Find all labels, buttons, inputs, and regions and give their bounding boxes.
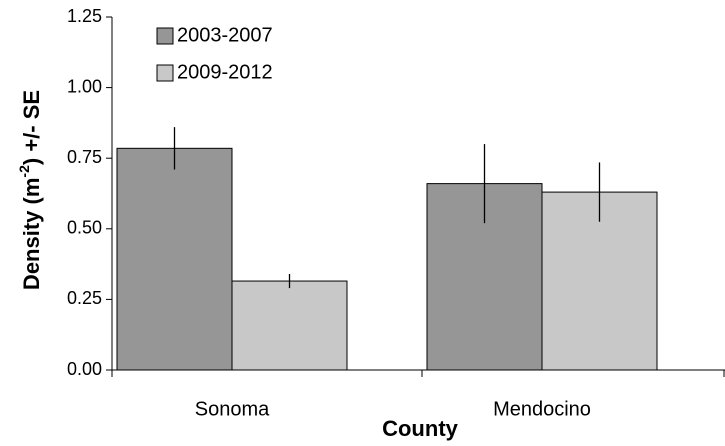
y-title-sup: -2 [16, 165, 32, 178]
legend-swatch [156, 27, 174, 45]
y-tick-label: 1.00 [67, 76, 102, 96]
x-tick-label: Mendocino [493, 398, 591, 420]
bar [231, 280, 348, 371]
y-axis-title: Density (m-2) +/- SE [16, 90, 44, 290]
y-title-part: Density (m [19, 178, 44, 290]
y-tick-label: 0.00 [67, 359, 102, 379]
bar [116, 147, 233, 371]
y-title-part: ) +/- SE [19, 90, 44, 165]
y-tick-label: 0.75 [67, 147, 102, 167]
legend-label: 2003-2007 [177, 24, 273, 46]
x-axis-title: County [382, 416, 459, 441]
y-tick-label: 0.50 [67, 218, 102, 238]
legend-label: 2009-2012 [177, 61, 273, 83]
x-tick-label: Sonoma [195, 398, 270, 420]
legend-swatch [156, 64, 174, 82]
y-tick-label: 1.25 [67, 6, 102, 26]
y-tick-label: 0.25 [67, 288, 102, 308]
